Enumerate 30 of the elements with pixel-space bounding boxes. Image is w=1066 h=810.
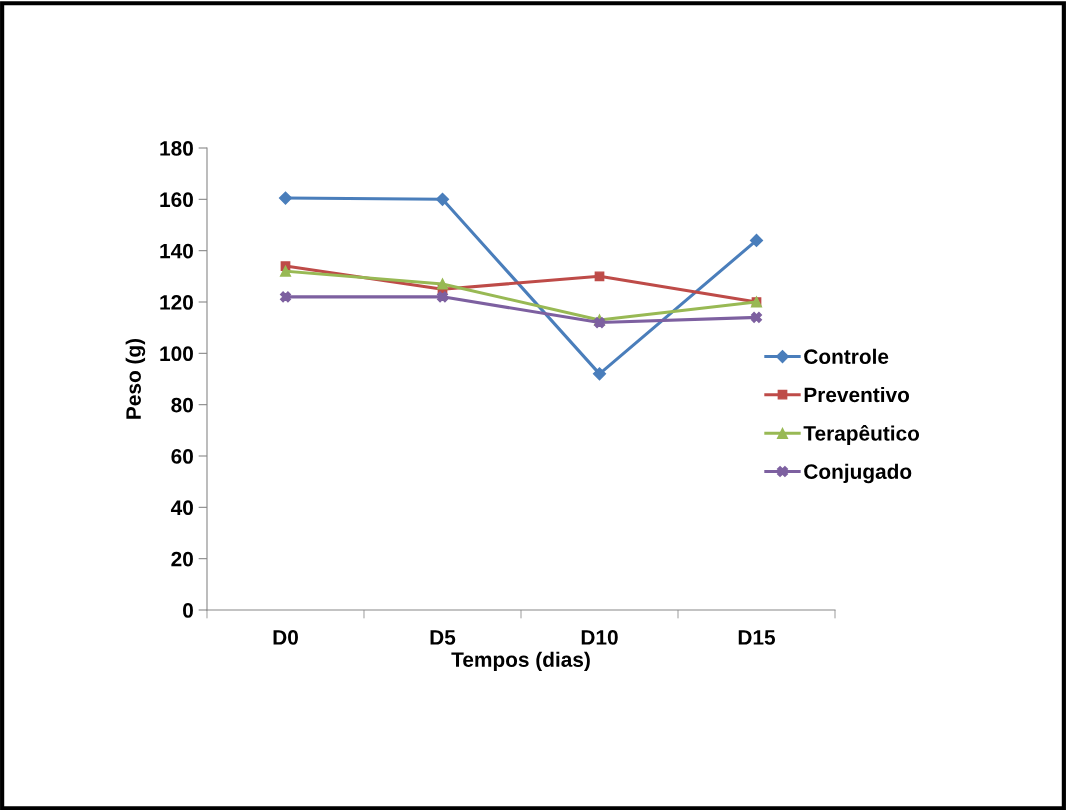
- legend-label: Terapêutico: [803, 425, 920, 445]
- x-axis-title: Tempos (dias): [451, 651, 590, 672]
- y-axis-title: Peso (g): [125, 338, 146, 419]
- y-tick-label: 0: [183, 603, 193, 618]
- legend-label: Controle: [804, 348, 889, 365]
- y-tick-label: 20: [171, 551, 193, 567]
- y-tick-label: 40: [170, 500, 193, 516]
- y-tick-label: 80: [171, 397, 193, 413]
- point: [436, 291, 449, 303]
- point: [592, 367, 607, 381]
- legend-label: Conjugado: [804, 463, 912, 484]
- point: [750, 311, 763, 323]
- y-tick-label: 160: [160, 192, 193, 208]
- y-tick-label: 180: [160, 141, 193, 156]
- y-tick-label: 100: [160, 346, 193, 362]
- x-tick-label: D10: [581, 629, 618, 645]
- x-tick-label: D5: [430, 630, 456, 645]
- y-tick-label: 60: [171, 449, 193, 464]
- x-tick-label: D15: [738, 630, 776, 645]
- point: [749, 233, 764, 247]
- legend-label: Preventivo: [804, 386, 910, 403]
- y-tick-label: 140: [160, 243, 193, 259]
- point: [278, 191, 293, 205]
- point: [594, 271, 605, 282]
- point: [435, 192, 450, 206]
- x-tick-label: D0: [273, 629, 298, 645]
- point: [279, 265, 292, 277]
- point: [279, 291, 292, 303]
- point: [436, 278, 449, 290]
- y-tick-label: 120: [160, 295, 193, 310]
